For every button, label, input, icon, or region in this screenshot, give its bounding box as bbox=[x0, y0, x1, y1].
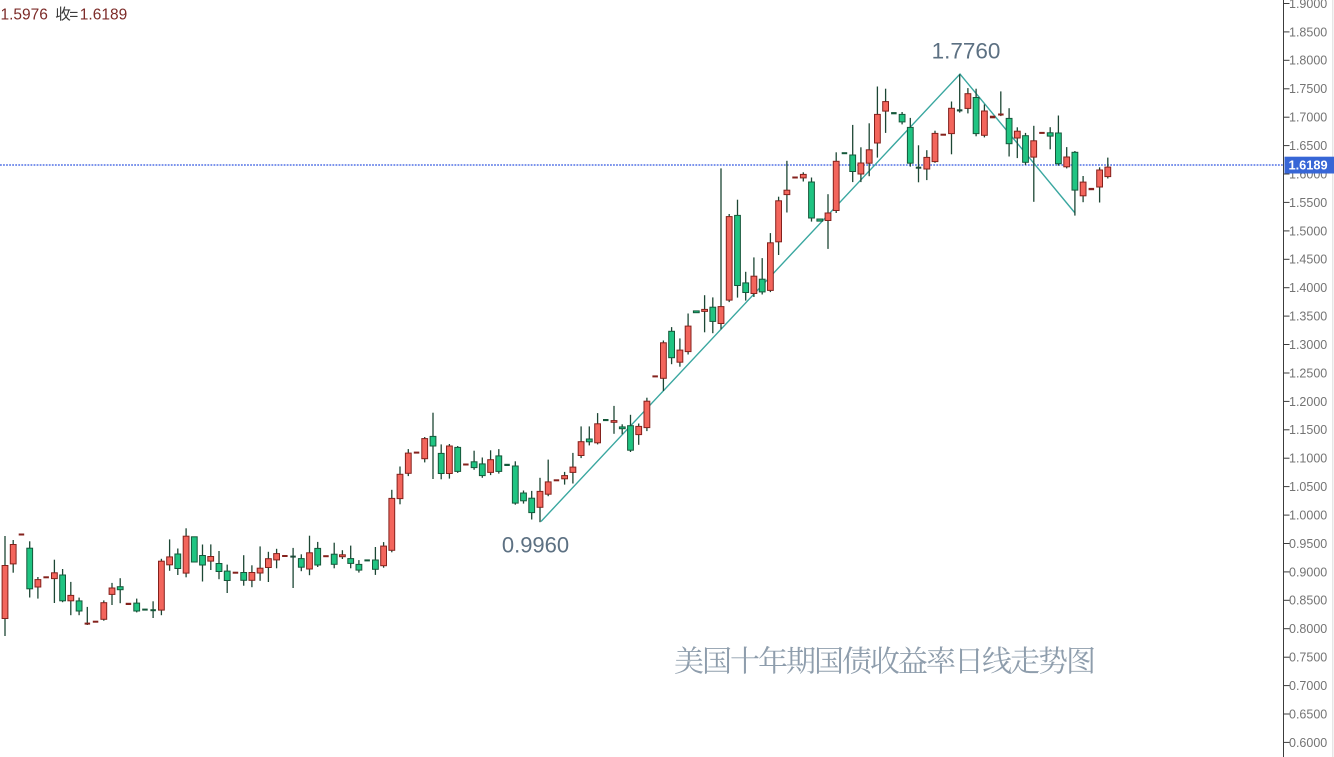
svg-text:0.7000: 0.7000 bbox=[1289, 679, 1327, 693]
svg-text:1.4500: 1.4500 bbox=[1289, 253, 1327, 267]
svg-text:0.8500: 0.8500 bbox=[1289, 594, 1327, 608]
svg-text:0.9960: 0.9960 bbox=[502, 533, 569, 558]
svg-text:1.0500: 1.0500 bbox=[1289, 480, 1327, 494]
svg-text:1.3000: 1.3000 bbox=[1289, 338, 1327, 352]
svg-text:1.0000: 1.0000 bbox=[1289, 509, 1327, 523]
svg-text:0.6500: 0.6500 bbox=[1289, 707, 1327, 721]
svg-text:1.6500: 1.6500 bbox=[1289, 139, 1327, 153]
svg-text:1.1500: 1.1500 bbox=[1289, 423, 1327, 437]
svg-text:1.1000: 1.1000 bbox=[1289, 452, 1327, 466]
svg-text:1.2000: 1.2000 bbox=[1289, 395, 1327, 409]
svg-text:1.5500: 1.5500 bbox=[1289, 196, 1327, 210]
svg-text:1.6189: 1.6189 bbox=[1289, 158, 1328, 173]
svg-text:1.7500: 1.7500 bbox=[1289, 82, 1327, 96]
svg-text:1.2500: 1.2500 bbox=[1289, 366, 1327, 380]
svg-text:1.8500: 1.8500 bbox=[1289, 25, 1327, 39]
svg-text:0.6000: 0.6000 bbox=[1289, 736, 1327, 750]
svg-text:0.8000: 0.8000 bbox=[1289, 622, 1327, 636]
svg-text:1.4000: 1.4000 bbox=[1289, 281, 1327, 295]
svg-text:1.7760: 1.7760 bbox=[932, 39, 1001, 64]
svg-text:0.9500: 0.9500 bbox=[1289, 537, 1327, 551]
svg-text:0.9000: 0.9000 bbox=[1289, 565, 1327, 579]
svg-text:1.8000: 1.8000 bbox=[1289, 54, 1327, 68]
svg-text:1.7000: 1.7000 bbox=[1289, 111, 1327, 125]
svg-text:1.5976: 1.5976 bbox=[1, 7, 48, 24]
svg-text:1.3500: 1.3500 bbox=[1289, 310, 1327, 324]
svg-text:1.9000: 1.9000 bbox=[1289, 0, 1327, 11]
svg-text:=: = bbox=[69, 7, 78, 24]
svg-text:1.6189: 1.6189 bbox=[80, 7, 127, 24]
svg-text:1.5000: 1.5000 bbox=[1289, 224, 1327, 238]
svg-text:0.7500: 0.7500 bbox=[1289, 651, 1327, 665]
